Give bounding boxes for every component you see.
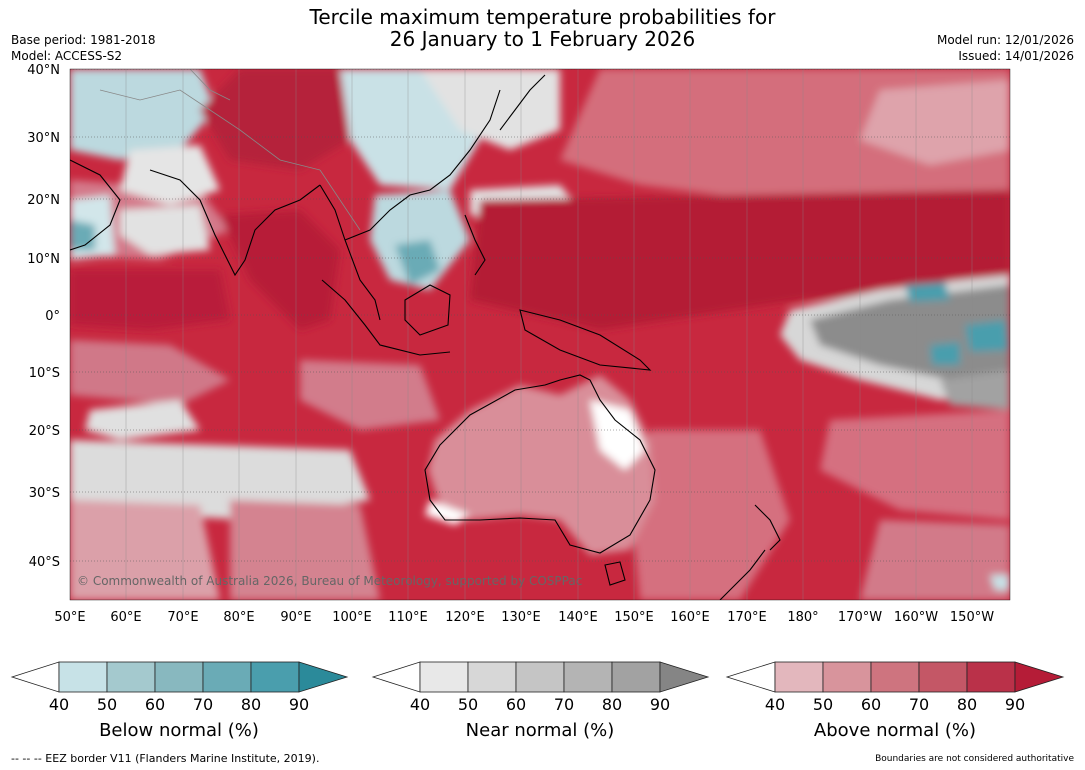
lon-label: 60°E [110, 610, 141, 625]
cb-below-tick: 40 [49, 695, 69, 714]
cb-above-tick: 90 [1005, 695, 1025, 714]
lon-label: 80°E [223, 610, 254, 625]
cb-near-tick: 60 [506, 695, 526, 714]
cb-above-tick: 80 [957, 695, 977, 714]
cb-near-tick: 80 [602, 695, 622, 714]
base-period-text: Base period: 1981-2018 [11, 33, 156, 47]
coastlines [70, 74, 781, 600]
lon-label: 160°E [670, 610, 710, 625]
cb-below-title: Below normal (%) [99, 720, 259, 741]
lat-label: 20°N [27, 193, 60, 208]
lon-label: 170°W [838, 610, 882, 625]
lat-label: 0° [45, 309, 60, 324]
disclaimer-footnote: Boundaries are not considered authoritat… [875, 754, 1074, 764]
cb-below-tick: 60 [145, 695, 165, 714]
meta-right: Model run: 12/01/2026 Issued: 14/01/2026 [937, 32, 1074, 64]
probability-field [70, 69, 1010, 600]
model-run-text: Model run: 12/01/2026 [936, 33, 1074, 47]
cb-below-tick: 50 [97, 695, 117, 714]
colorbar-near [371, 661, 710, 693]
lon-label: 140°E [558, 610, 598, 625]
map-title-line1: Tercile maximum temperature probabilitie… [309, 5, 776, 29]
colorbar-above [725, 661, 1065, 693]
cb-above-tick: 50 [813, 695, 833, 714]
lat-label: 10°N [27, 252, 60, 267]
latitude-labels: 40°N 30°N 20°N 10°N 0° 10°S 20°S 30°S 40… [27, 63, 60, 570]
map-title-line2: 26 January to 1 February 2026 [389, 27, 696, 51]
country-borders [99, 69, 361, 231]
cb-above-tick: 40 [765, 695, 785, 714]
lat-label: 30°N [27, 131, 60, 146]
lon-label: 180° [787, 610, 818, 625]
lon-label: 100°E [332, 610, 372, 625]
cb-above-tick: 70 [909, 695, 929, 714]
lat-label: 10°S [29, 366, 60, 381]
lon-label: 170°E [727, 610, 767, 625]
colorbar-below [10, 661, 349, 693]
map-frame [69, 68, 1011, 601]
lon-label: 50°E [54, 610, 85, 625]
lon-label: 70°E [167, 610, 198, 625]
cb-below-tick: 70 [193, 695, 213, 714]
model-text: Model: ACCESS-S2 [11, 49, 123, 63]
cb-near-tick: 50 [458, 695, 478, 714]
meta-left: Base period: 1981-2018 Model: ACCESS-S2 [11, 32, 156, 64]
issued-text: Issued: 14/01/2026 [958, 49, 1074, 63]
lon-label: 130°E [501, 610, 541, 625]
eez-footnote: -- -- -- EEZ border V11 (Flanders Marine… [11, 752, 320, 765]
cb-near-title: Near normal (%) [466, 720, 615, 741]
lon-label: 120°E [445, 610, 485, 625]
graticule [70, 69, 1010, 562]
cb-above-tick: 60 [861, 695, 881, 714]
cb-near-tick: 90 [650, 695, 670, 714]
meridians [125, 69, 973, 600]
lon-label: 150°W [950, 610, 994, 625]
longitude-labels: 50°E 60°E 70°E 80°E 90°E 100°E 110°E 120… [54, 610, 994, 625]
cb-near-tick: 40 [410, 695, 430, 714]
lon-label: 150°E [614, 610, 654, 625]
copyright-notice: © Commonwealth of Australia 2026, Bureau… [77, 574, 583, 588]
cb-above-title: Above normal (%) [814, 720, 976, 741]
lon-label: 160°W [894, 610, 938, 625]
lat-label: 40°S [29, 555, 60, 570]
lon-label: 90°E [280, 610, 311, 625]
lon-label: 110°E [388, 610, 428, 625]
lat-label: 30°S [29, 486, 60, 501]
lat-label: 40°N [27, 63, 60, 78]
cb-near-tick: 70 [554, 695, 574, 714]
cb-below-tick: 80 [241, 695, 261, 714]
lat-label: 20°S [29, 424, 60, 439]
cb-below-tick: 90 [289, 695, 309, 714]
